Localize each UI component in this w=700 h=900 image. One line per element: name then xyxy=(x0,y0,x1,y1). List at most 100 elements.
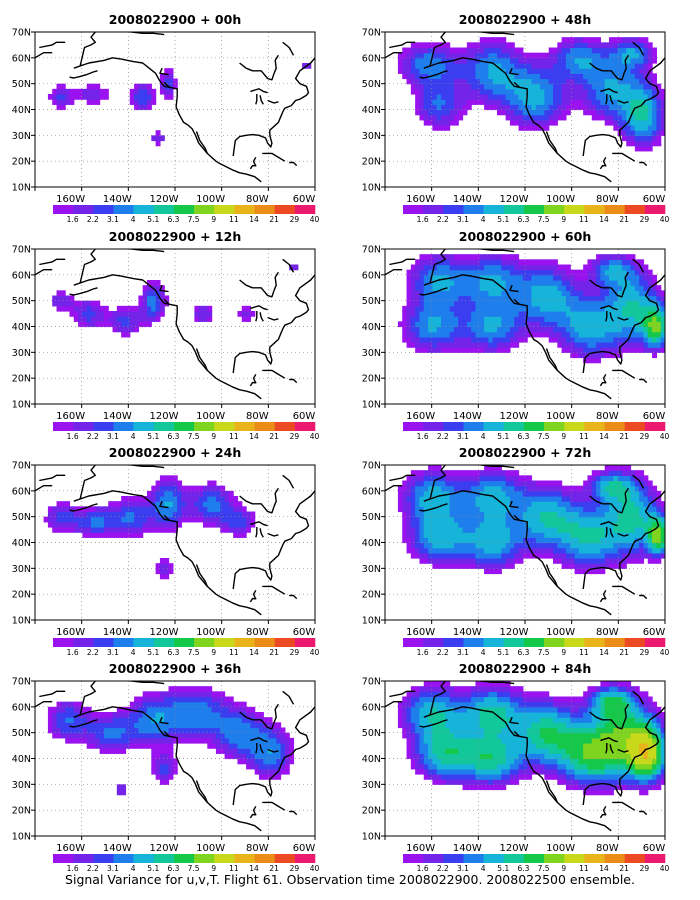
colorbar: 1.6 2.2 3.1 4 5.1 6.3 7.5 9 11 14 21 29 40 xyxy=(403,422,669,441)
field-cell xyxy=(527,511,533,518)
field-cell xyxy=(652,537,657,544)
field-cell xyxy=(86,305,92,312)
field-cell xyxy=(108,727,114,734)
field-cell xyxy=(656,321,662,328)
y-tick-label: 70N xyxy=(12,677,31,688)
field-cell xyxy=(591,78,597,85)
field-cell xyxy=(535,295,541,302)
field-cell xyxy=(449,342,455,348)
field-cell xyxy=(583,68,589,74)
field-cell xyxy=(643,285,649,291)
field-cell xyxy=(138,496,144,502)
field-cell xyxy=(65,737,71,744)
field-cell xyxy=(445,485,451,492)
field-cell xyxy=(557,52,563,59)
colorbar-label: 6.3 xyxy=(167,864,179,873)
y-tick-label: 60N xyxy=(362,53,381,64)
field-cell xyxy=(453,68,459,74)
field-cell xyxy=(159,737,165,744)
field-cell xyxy=(406,506,412,513)
colorbar-label: 1.6 xyxy=(67,648,79,657)
field-cell xyxy=(436,300,442,307)
field-cell xyxy=(574,280,580,286)
field-cell xyxy=(639,347,645,353)
field-cell xyxy=(112,732,118,739)
coastline xyxy=(423,274,612,400)
field-cell xyxy=(423,83,429,90)
field-cell xyxy=(65,717,71,723)
field-cell xyxy=(215,696,221,703)
field-cell xyxy=(643,501,649,507)
field-cell xyxy=(458,280,464,286)
field-cell xyxy=(634,547,640,554)
field-cell xyxy=(181,501,187,507)
field-cell xyxy=(617,119,623,126)
field-cell xyxy=(129,316,135,322)
field-cell xyxy=(630,37,636,43)
field-cell xyxy=(570,52,576,59)
field-cell xyxy=(544,269,550,276)
field-cell xyxy=(492,490,498,497)
field-cell xyxy=(246,516,251,523)
field-cell xyxy=(402,701,408,708)
colorbar-label: 21 xyxy=(269,432,279,441)
field-cell xyxy=(488,274,494,281)
field-cell xyxy=(591,104,597,111)
field-cell xyxy=(280,727,286,734)
field-cell xyxy=(639,57,645,64)
field-cell xyxy=(432,109,438,116)
field-cell xyxy=(544,52,550,59)
field-cell xyxy=(626,290,632,297)
field-cell xyxy=(643,552,649,559)
panel-title: 2008022900 + 12h xyxy=(109,229,241,244)
field-cell xyxy=(159,753,165,760)
field-cell xyxy=(211,696,217,703)
field-cell xyxy=(177,686,183,692)
field-cell xyxy=(509,285,515,291)
field-cell xyxy=(441,485,446,492)
field-cell xyxy=(181,701,187,708)
field-cell xyxy=(570,290,576,297)
field-cell xyxy=(501,336,507,343)
field-cell xyxy=(570,501,576,507)
field-cell xyxy=(82,88,88,95)
y-tick-label: 30N xyxy=(362,564,381,575)
field-cell xyxy=(578,47,584,54)
field-cell xyxy=(647,542,653,549)
field-cell xyxy=(600,511,606,518)
field-cell xyxy=(626,342,632,348)
field-cell xyxy=(535,516,541,523)
field-cell xyxy=(116,743,122,749)
field-cell xyxy=(591,475,597,482)
field-cell xyxy=(613,516,619,523)
colorbar-label: 6.3 xyxy=(167,432,179,441)
field-cell xyxy=(185,506,191,513)
field-cell xyxy=(125,521,131,528)
field-cell xyxy=(415,63,421,69)
field-cell xyxy=(626,88,632,95)
field-cell xyxy=(125,331,131,338)
field-cell xyxy=(527,326,533,333)
field-cell xyxy=(432,114,438,121)
field-cell xyxy=(535,269,541,276)
field-cell xyxy=(134,99,139,105)
field-cell xyxy=(509,52,515,59)
field-cell xyxy=(583,516,589,523)
field-cell xyxy=(492,506,498,513)
field-cell xyxy=(548,295,554,302)
field-cell xyxy=(254,737,260,744)
field-cell xyxy=(147,527,152,533)
field-cell xyxy=(492,78,498,85)
x-tick-label: 100W xyxy=(196,627,225,638)
field-cell xyxy=(237,722,243,729)
field-cell xyxy=(402,331,408,338)
field-cell xyxy=(660,321,665,328)
field-cell xyxy=(406,706,412,713)
field-cell xyxy=(471,490,477,497)
field-cell xyxy=(617,78,623,85)
field-cell xyxy=(604,537,610,544)
field-cell xyxy=(609,119,614,126)
field-cell xyxy=(497,57,502,64)
field-cell xyxy=(445,88,451,95)
field-cell xyxy=(570,295,576,302)
